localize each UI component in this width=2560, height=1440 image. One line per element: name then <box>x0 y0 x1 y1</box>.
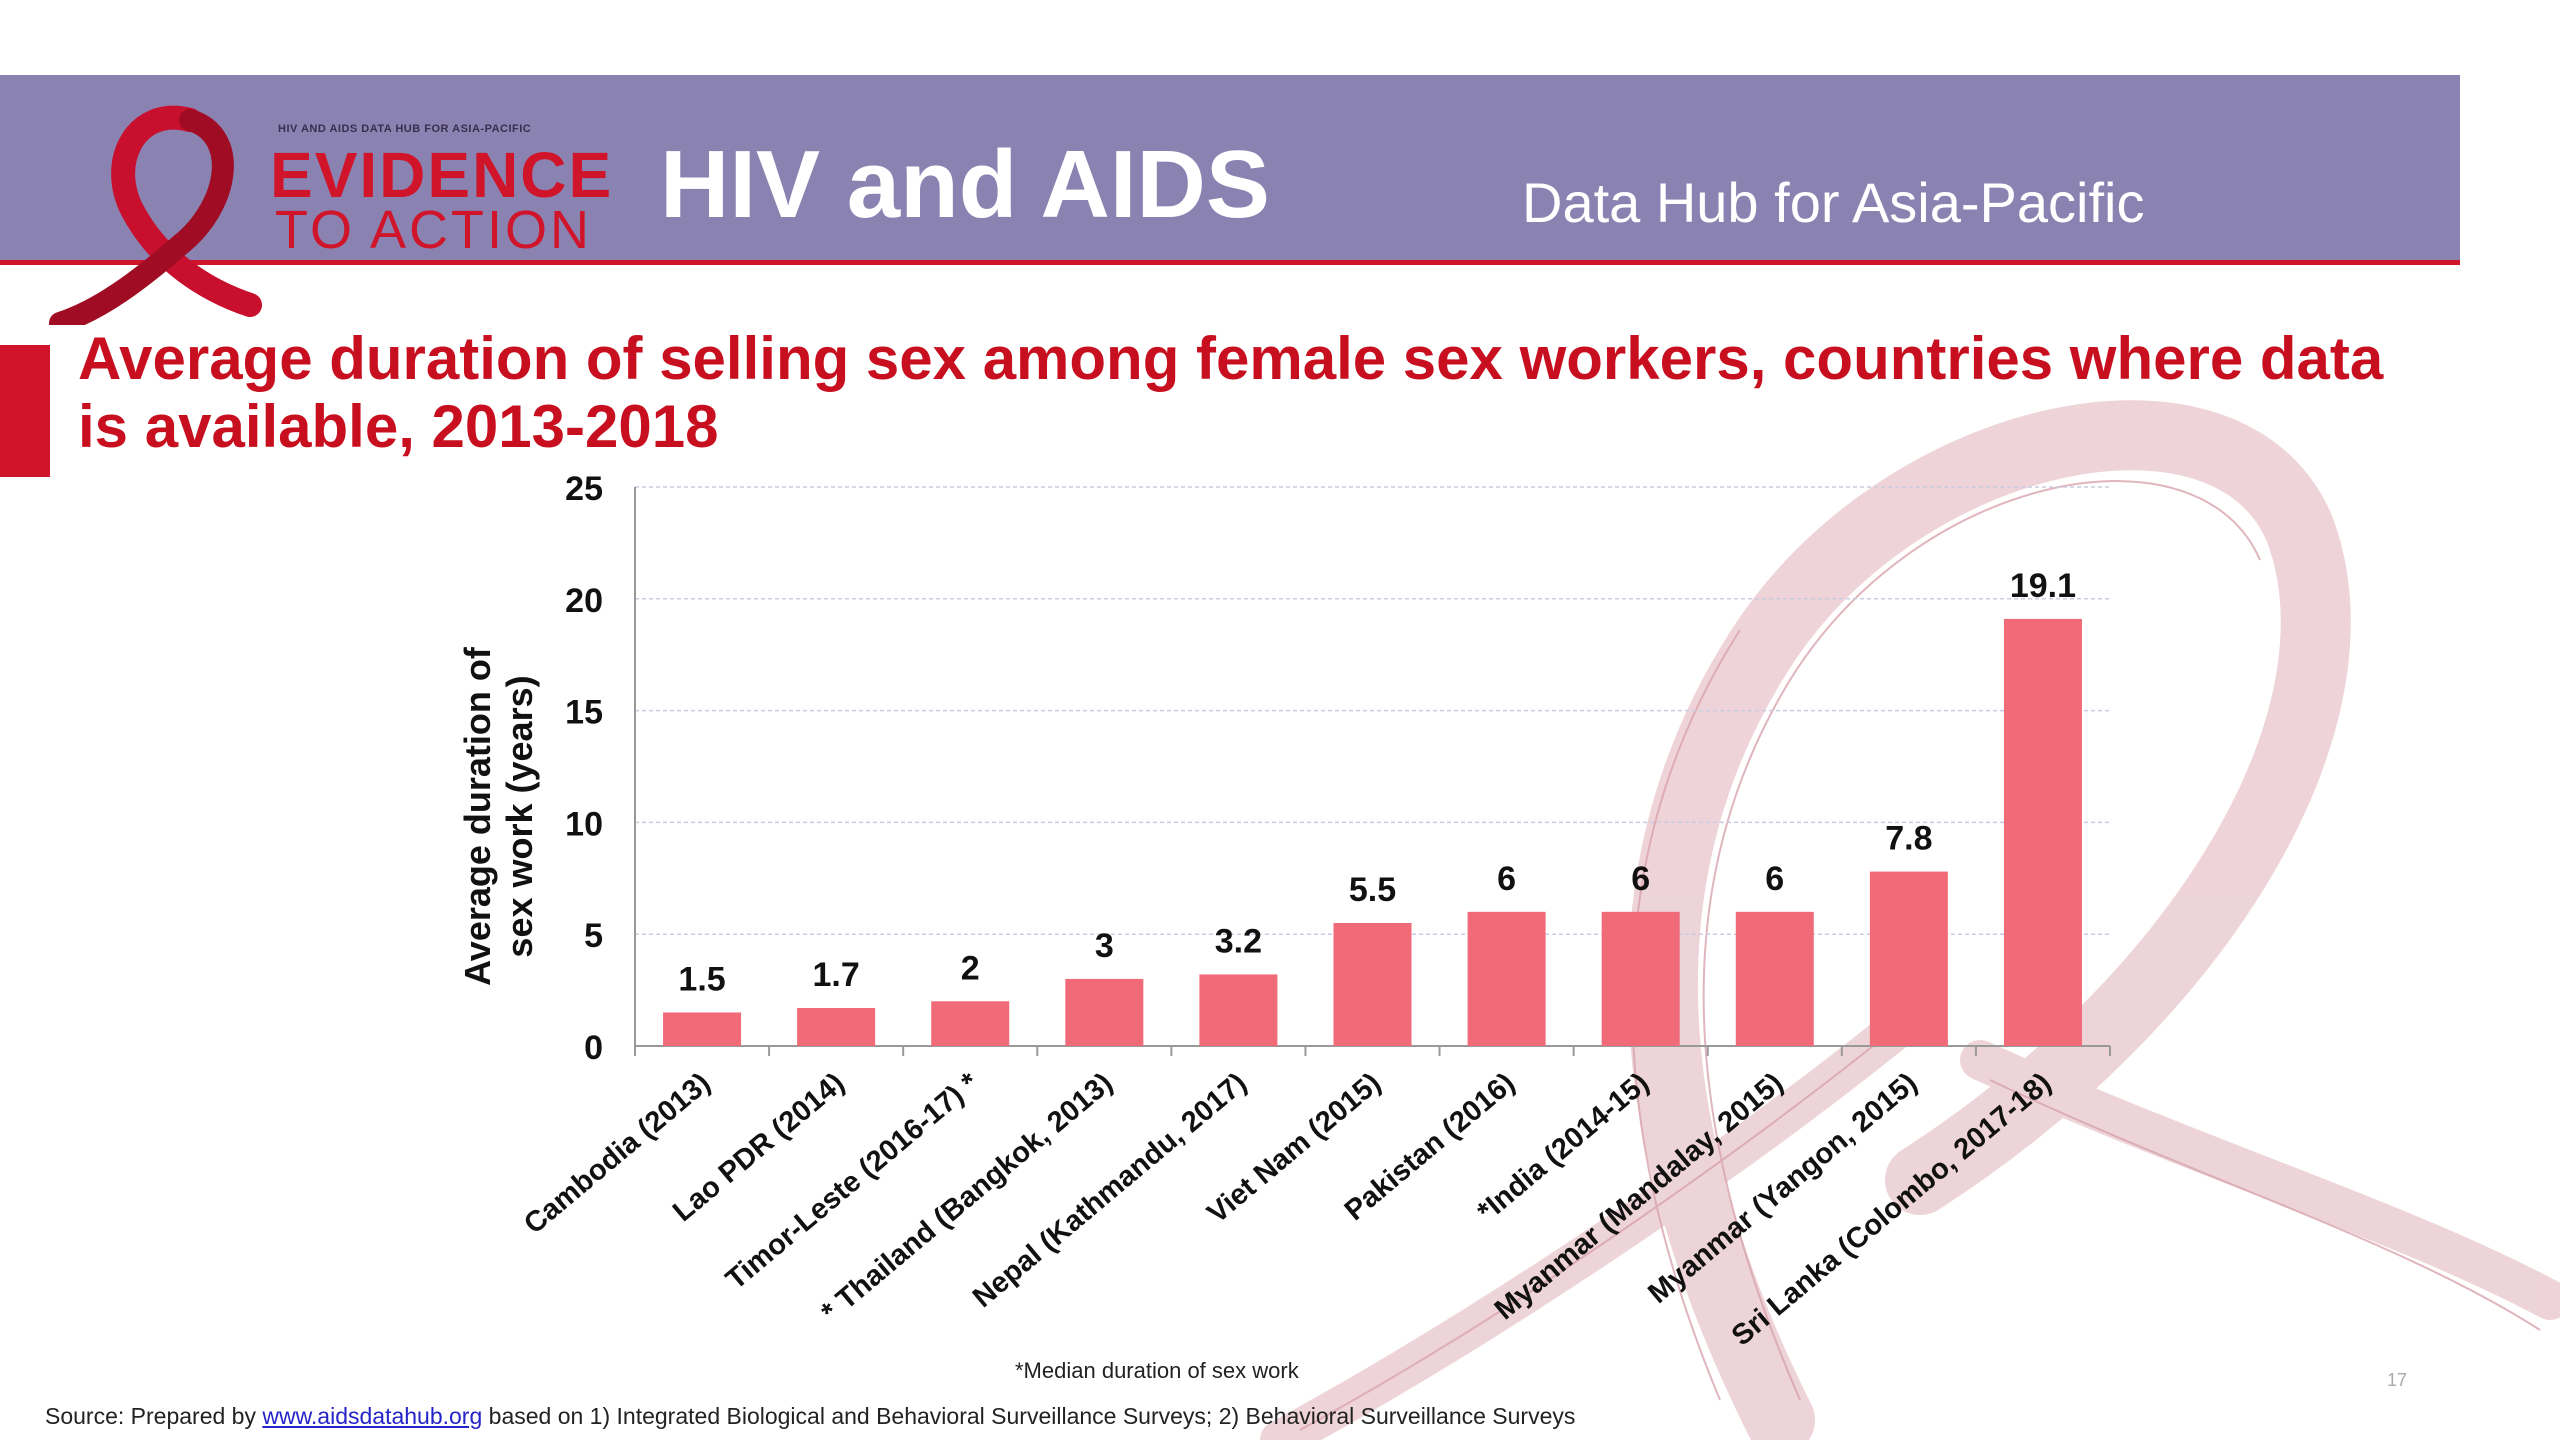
source-prefix: Source: Prepared by <box>45 1403 263 1429</box>
y-tick-label: 10 <box>565 805 603 843</box>
y-axis-label-line: sex work (years) <box>499 675 540 957</box>
title-accent-bar <box>0 345 50 477</box>
logo-evidence-text: EVIDENCE <box>270 139 614 211</box>
data-label: 6 <box>1765 860 1784 898</box>
data-label: 1.5 <box>678 960 725 998</box>
data-label: 6 <box>1497 860 1516 898</box>
logo-tagline: HIV AND AIDS DATA HUB FOR ASIA-PACIFIC <box>278 123 532 135</box>
y-axis-label: Average duration ofsex work (years) <box>457 646 540 986</box>
data-label: 2 <box>961 949 980 987</box>
y-tick-label: 15 <box>565 694 603 732</box>
bar <box>931 1001 1010 1046</box>
data-label: 3 <box>1095 927 1114 965</box>
x-category-label: Myanmar (Yangon, 2015) <box>1642 1067 1923 1310</box>
y-tick-label: 5 <box>584 917 603 955</box>
data-label: 7.8 <box>1885 820 1932 858</box>
chart-title: Average duration of selling sex among fe… <box>78 325 2384 460</box>
evidence-to-action-logo: HIV AND AIDS DATA HUB FOR ASIA-PACIFIC E… <box>40 95 614 325</box>
data-label: 19.1 <box>2010 567 2076 605</box>
data-label: 1.7 <box>813 956 860 994</box>
y-tick-label: 0 <box>584 1029 603 1067</box>
y-axis-label-line: Average duration of <box>457 646 498 986</box>
source-note: Source: Prepared by www.aidsdatahub.org … <box>45 1403 1575 1430</box>
source-link[interactable]: www.aidsdatahub.org <box>262 1403 483 1429</box>
bar <box>797 1007 876 1046</box>
bar <box>1601 911 1680 1046</box>
logo-to-action-text: TO ACTION <box>275 200 593 260</box>
bar <box>1199 974 1278 1046</box>
y-tick-label: 20 <box>565 582 603 620</box>
bar <box>1467 911 1546 1046</box>
data-label: 3.2 <box>1215 922 1262 960</box>
bar <box>2003 618 2082 1046</box>
header-title: HIV and AIDS <box>660 131 1270 238</box>
data-label: 5.5 <box>1349 871 1396 909</box>
footnote: *Median duration of sex work <box>1015 1358 1299 1383</box>
bar <box>1065 978 1144 1046</box>
red-ribbon-icon <box>49 105 262 325</box>
x-category-label: Timor-Leste (2016-17) * <box>720 1066 985 1296</box>
bar <box>663 1012 742 1046</box>
header-subtitle: Data Hub for Asia-Pacific <box>1522 171 2145 234</box>
source-suffix: based on 1) Integrated Biological and Be… <box>482 1403 1576 1429</box>
bar <box>1735 911 1814 1046</box>
bar <box>1869 871 1948 1046</box>
header-banner: HIV AND AIDS DATA HUB FOR ASIA-PACIFIC E… <box>0 75 2460 325</box>
x-category-label: Nepal (Kathmandu, 2017) <box>967 1067 1253 1314</box>
data-label: 6 <box>1631 860 1650 898</box>
x-category-label: Myanmar (Mandalay, 2015) <box>1489 1067 1789 1326</box>
page-number: 17 <box>2387 1370 2408 1390</box>
bar <box>1333 923 1412 1046</box>
y-tick-label: 25 <box>565 470 603 508</box>
